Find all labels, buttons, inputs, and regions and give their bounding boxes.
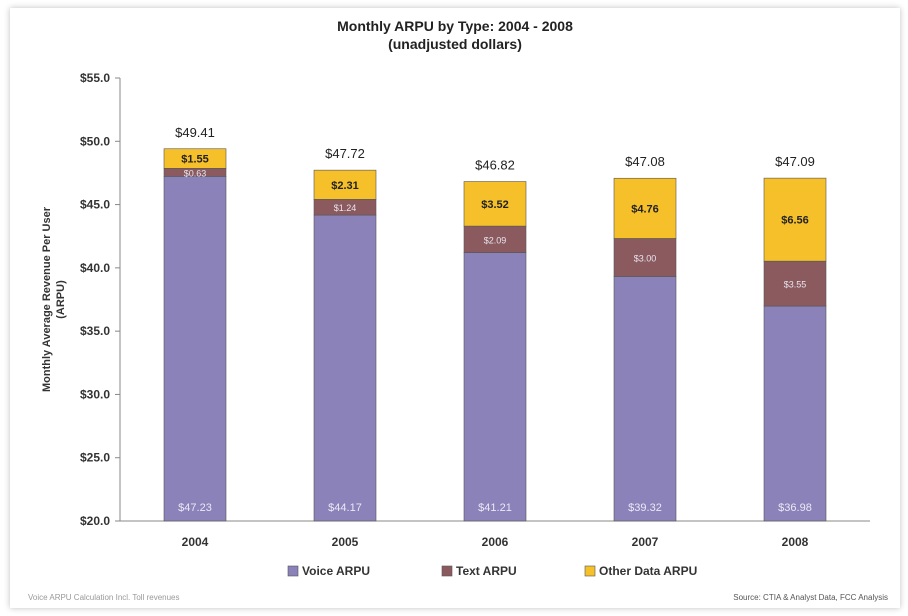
total-label: $47.72	[325, 146, 365, 161]
data-label: $0.63	[184, 168, 207, 178]
stacked-bar-chart: $20.0 $25.0 $30.0 $35.0 $40.0 $45.0 $50.0 $55.0…	[41, 71, 870, 578]
data-label: $47.23	[178, 502, 212, 514]
bar-segment-voice-arpu	[313, 214, 377, 522]
y-tick-label: $55.0	[80, 71, 110, 85]
legend-label: Voice ARPU	[302, 564, 370, 578]
y-axis-label: Monthly Average Revenue Per User (ARPU)	[41, 206, 67, 392]
data-label: $3.00	[634, 253, 657, 263]
bar-segment-voice-arpu	[463, 252, 527, 522]
x-tick-label: 2004	[182, 535, 209, 549]
data-label: $41.21	[478, 502, 512, 514]
y-tick-label: $40.0	[80, 261, 110, 275]
legend-label: Text ARPU	[456, 564, 517, 578]
source-note: Source: CTIA & Analyst Data, FCC Analysi…	[733, 593, 888, 602]
bar-segment-other-data-arpu	[613, 177, 677, 239]
bar-segment-other-data-arpu	[463, 181, 527, 227]
legend-label: Other Data ARPU	[599, 564, 697, 578]
chart-subtitle: (unadjusted dollars)	[388, 36, 522, 52]
bar-segment-voice-arpu	[163, 176, 227, 522]
y-tick-label: $50.0	[80, 134, 110, 148]
y-tick-label: $25.0	[80, 451, 110, 465]
legend-swatch	[287, 565, 299, 577]
x-tick-label: 2008	[782, 535, 809, 549]
y-tick-label: $35.0	[80, 324, 110, 338]
y-tick-label: $30.0	[80, 387, 110, 401]
data-label: $6.56	[781, 215, 809, 227]
data-label: $2.09	[484, 235, 507, 245]
bar-segment-other-data-arpu	[163, 148, 227, 169]
data-label: $36.98	[778, 502, 812, 514]
x-tick-label: 2006	[482, 535, 509, 549]
x-tick-label: 2007	[632, 535, 659, 549]
legend-swatch	[584, 565, 596, 577]
data-label: $39.32	[628, 502, 662, 514]
data-label: $3.52	[481, 199, 509, 211]
bar-segment-text-arpu	[463, 225, 527, 253]
footnote: Voice ARPU Calculation Incl. Toll revenu…	[28, 593, 180, 602]
total-label: $47.08	[625, 154, 665, 169]
bar-segment-other-data-arpu	[313, 169, 377, 200]
total-label: $49.41	[175, 125, 215, 140]
y-tick-label: $20.0	[80, 514, 110, 528]
legend-swatch	[441, 565, 453, 577]
total-label: $46.82	[475, 158, 515, 173]
data-label: $2.31	[331, 180, 359, 192]
x-tick-label: 2005	[332, 535, 359, 549]
bar-segment-text-arpu	[763, 260, 827, 307]
data-label: $3.55	[784, 280, 807, 290]
bar-segment-voice-arpu	[613, 276, 677, 522]
y-tick-label: $45.0	[80, 198, 110, 212]
total-label: $47.09	[775, 154, 815, 169]
chart-panel: Monthly ARPU by Type: 2004 - 2008 (unadj…	[10, 8, 900, 608]
data-label: $44.17	[328, 502, 362, 514]
bar-segment-other-data-arpu	[763, 177, 827, 262]
data-label: $1.55	[181, 154, 209, 166]
data-label: $1.24	[334, 203, 357, 213]
bar-segment-voice-arpu	[763, 305, 827, 522]
data-label: $4.76	[631, 203, 659, 215]
chart-title: Monthly ARPU by Type: 2004 - 2008	[337, 18, 573, 34]
